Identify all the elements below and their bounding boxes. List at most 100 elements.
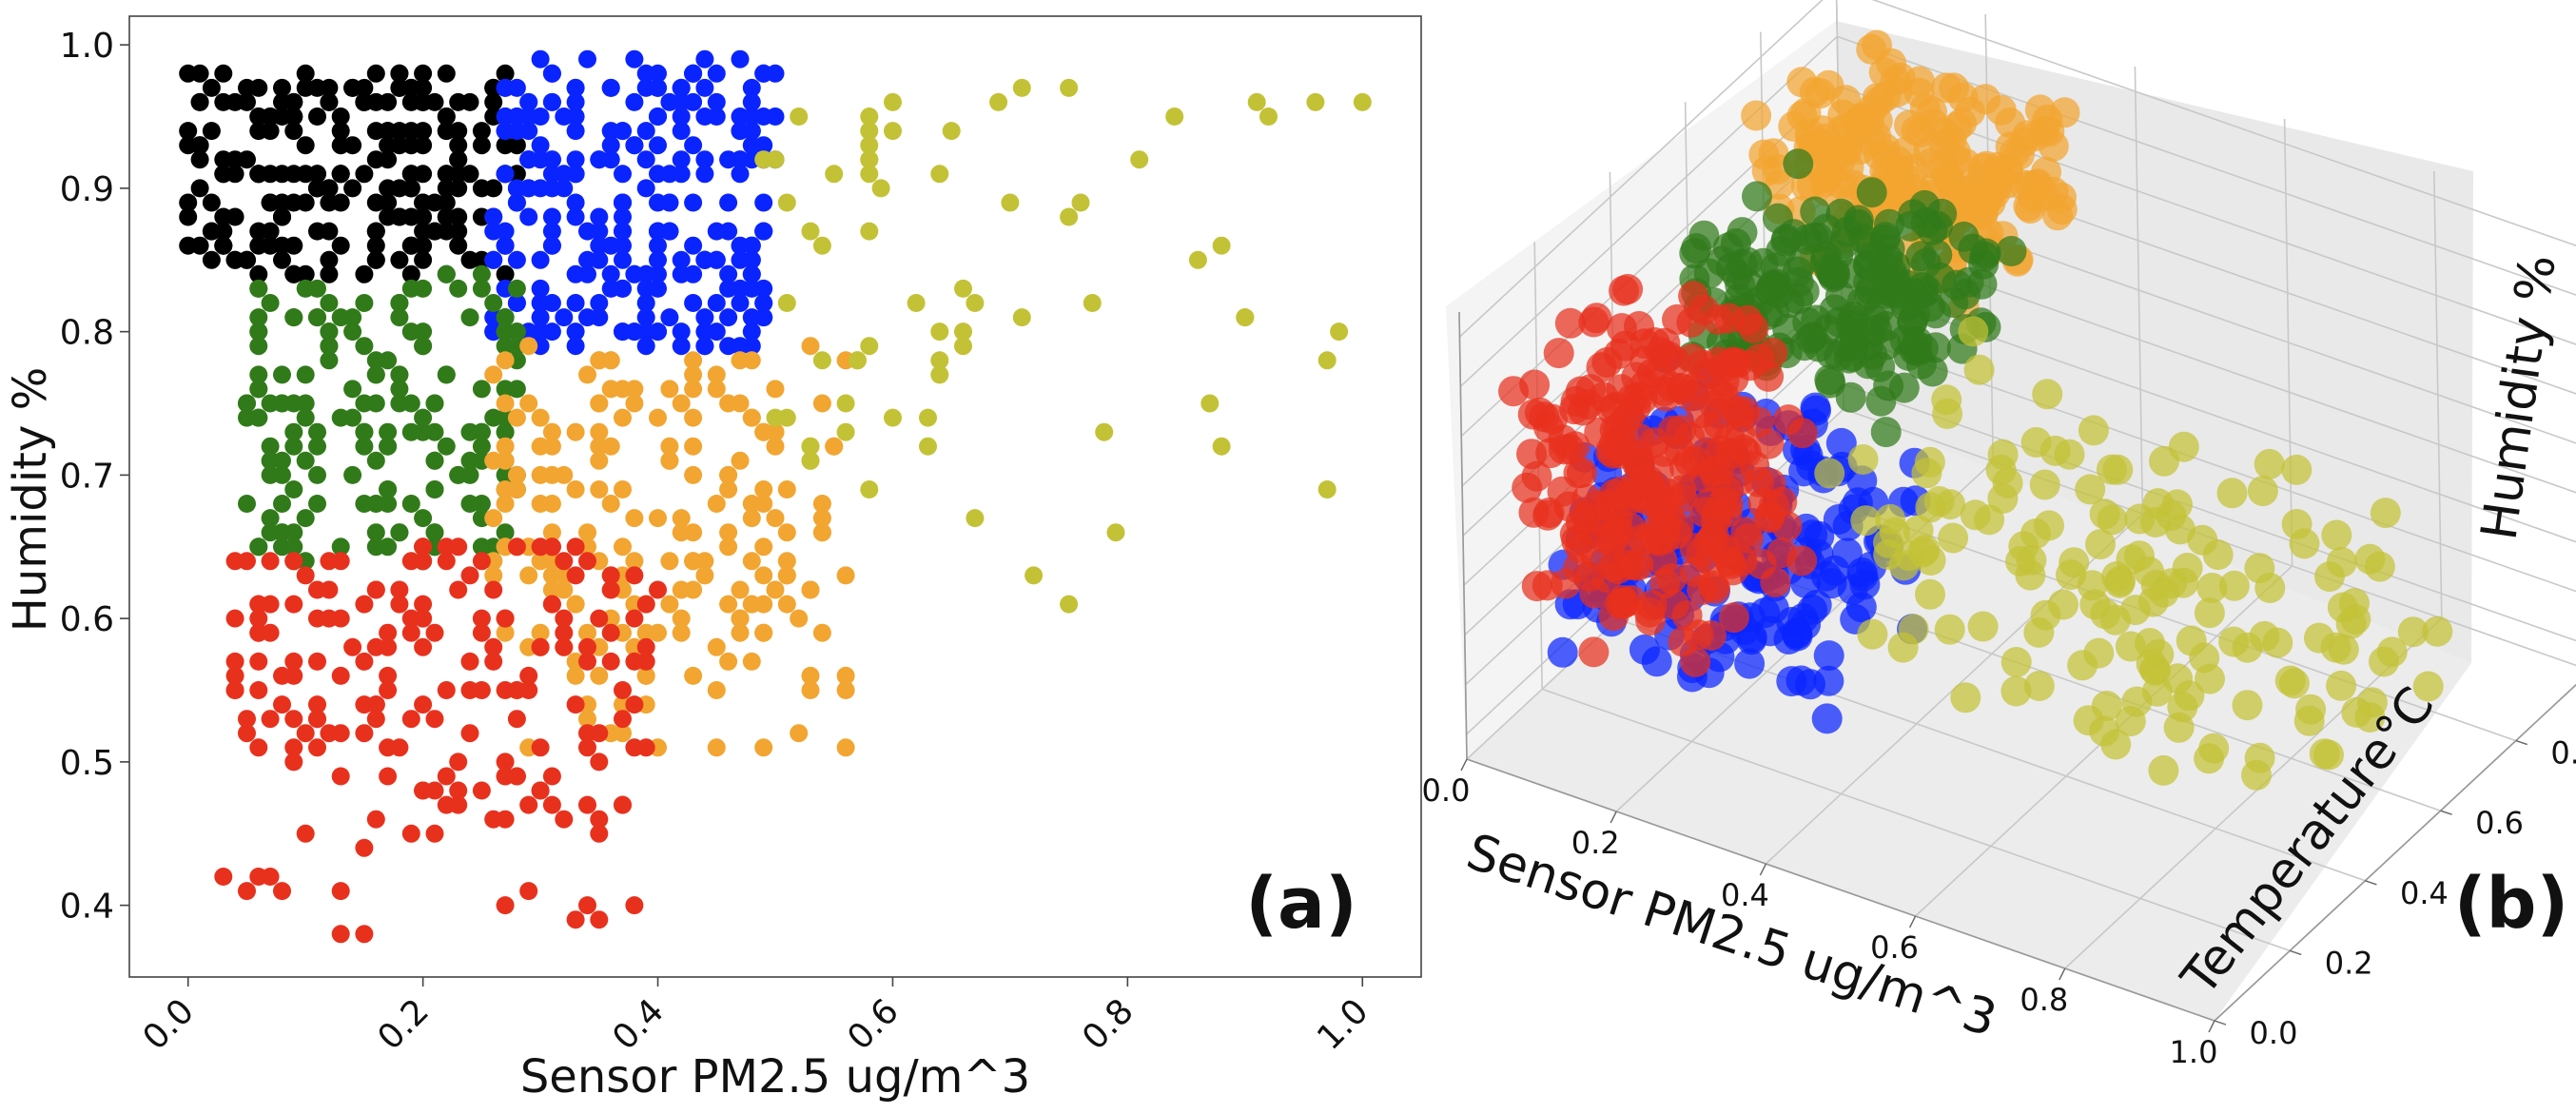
point-cluster-olive [871,179,890,198]
point-cluster-orange [614,537,632,557]
point-cluster-black [449,150,468,169]
point-cluster-orange [507,480,526,498]
point-cluster-blue [519,92,538,111]
point-3d-cluster-olive [2090,598,2121,630]
point-cluster-red [484,580,503,599]
point-cluster-red [273,882,291,901]
point-cluster-green [390,394,409,413]
point-cluster-red [401,710,420,729]
point-cluster-black [202,78,221,97]
point-cluster-red [437,681,456,699]
point-cluster-red [555,609,574,628]
point-3d-cluster-olive [2262,627,2293,658]
point-cluster-orange [660,380,679,399]
point-cluster-olive [1200,394,1220,413]
point-cluster-olive [1012,78,1031,97]
point-cluster-black [414,250,433,269]
y-tick-label-a: 0.7 [60,457,114,496]
point-cluster-black [320,193,339,212]
point-3d-cluster-olive [2030,599,2061,631]
point-cluster-orange [742,408,761,427]
point-cluster-red [460,724,479,743]
point-cluster-red [249,868,268,886]
point-cluster-black [308,107,326,126]
point-3d-cluster-olive [2073,705,2104,736]
point-cluster-green [273,537,291,557]
point-3d-cluster-olive [1963,354,1995,385]
point-3d-cluster-red [1718,602,1749,634]
point-3d-cluster-olive [2135,628,2165,658]
point-cluster-red [531,781,550,800]
point-cluster-orange [542,523,561,542]
x-tick-label-b: 0.0 [1422,772,1471,809]
point-3d-cluster-red [1747,487,1779,518]
point-cluster-blue [590,207,609,226]
point-3d-cluster-red [1578,636,1610,668]
point-cluster-black [190,92,209,111]
point-3d-cluster-olive [2174,680,2205,712]
series-cluster-olive [754,78,1372,614]
point-cluster-orange [590,451,609,470]
point-3d-cluster-olive [2321,519,2352,551]
point-cluster-orange [590,422,609,441]
point-3d-cluster-olive [2075,474,2106,505]
point-cluster-black [437,193,456,212]
point-cluster-green [355,495,374,513]
y-tick-label-b: 0.8 [2550,735,2576,772]
point-cluster-red [296,566,315,585]
point-cluster-green [460,308,479,327]
point-cluster-blue [731,250,750,269]
point-cluster-black [320,264,339,283]
point-3d-cluster-olive [2000,647,2032,677]
point-cluster-olive [884,408,902,427]
point-cluster-orange [542,422,561,441]
point-3d-cluster-olive [2364,551,2395,582]
point-cluster-green [249,408,268,427]
point-cluster-orange [531,623,550,642]
point-cluster-olive [1212,236,1231,255]
point-cluster-black [249,236,268,255]
point-cluster-green [401,422,420,441]
point-cluster-green [366,451,385,470]
point-3d-cluster-red [1559,394,1590,425]
point-cluster-red [625,609,644,628]
point-cluster-red [496,752,515,772]
point-cluster-blue [649,107,667,126]
point-cluster-orange [507,465,526,484]
point-3d-cluster-olive [2195,663,2225,694]
point-3d-cluster-red [1593,489,1625,520]
point-cluster-black [401,179,420,198]
point-cluster-red [308,738,326,757]
point-3d-cluster-olive [2327,592,2358,623]
y-tick-b [2515,739,2528,746]
point-cluster-green [496,422,515,441]
point-cluster-black [249,165,268,184]
point-3d-cluster-red [1578,306,1610,338]
point-cluster-orange [754,623,773,642]
point-cluster-olive [930,165,949,184]
point-cluster-blue [507,107,526,126]
point-cluster-green [238,394,256,413]
point-cluster-red [449,580,468,599]
point-3d-cluster-olive [1880,517,1910,548]
point-cluster-orange [812,523,831,542]
y-tick-label-a: 0.9 [60,170,114,209]
point-cluster-olive [801,222,820,241]
point-cluster-black [449,236,468,255]
point-cluster-blue [672,107,691,126]
point-3d-cluster-red [1554,307,1586,339]
point-cluster-blue [531,279,550,298]
point-cluster-blue [542,92,561,111]
point-cluster-olive [1259,107,1278,126]
point-cluster-orange [801,666,820,685]
point-3d-cluster-olive [1850,505,1882,537]
point-cluster-red [566,910,585,929]
point-cluster-orange [731,609,750,628]
point-cluster-olive [801,437,820,456]
point-cluster-orange [812,509,831,528]
point-cluster-green [496,322,515,342]
point-cluster-blue [496,236,515,255]
point-cluster-green [308,308,326,327]
point-cluster-black [437,64,456,83]
grid-line [1843,383,2576,642]
